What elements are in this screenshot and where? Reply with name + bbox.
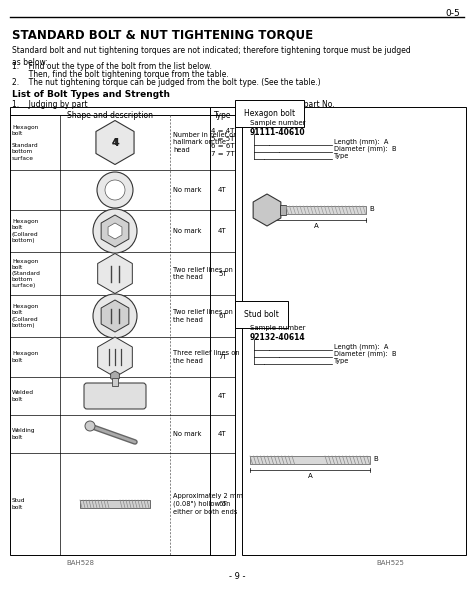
Circle shape — [85, 421, 95, 431]
Text: Three relief lines on
the head: Three relief lines on the head — [173, 350, 240, 364]
Circle shape — [97, 172, 133, 208]
Bar — [286, 206, 366, 214]
Text: BAH528: BAH528 — [66, 560, 94, 566]
Bar — [280, 205, 286, 215]
Polygon shape — [98, 337, 132, 377]
Bar — [112, 378, 118, 386]
Text: Hexagon
bolt
(Standard
bottom
surface): Hexagon bolt (Standard bottom surface) — [12, 259, 41, 289]
Bar — [10, 107, 235, 555]
Polygon shape — [108, 223, 122, 239]
Text: 2.    The nut tightening torque can be judged from the bolt type. (See the table: 2. The nut tightening torque can be judg… — [12, 78, 320, 87]
Text: 91111-40610: 91111-40610 — [250, 128, 306, 137]
Text: Sample number: Sample number — [250, 325, 306, 331]
Text: A: A — [314, 223, 319, 229]
Text: Welded
bolt: Welded bolt — [12, 390, 34, 401]
Polygon shape — [253, 194, 281, 226]
Text: STANDARD BOLT & NUT TIGHTENING TORQUE: STANDARD BOLT & NUT TIGHTENING TORQUE — [12, 28, 313, 41]
Text: Approximately 2 mm
(0.08") hollow on
either or both ends: Approximately 2 mm (0.08") hollow on eit… — [173, 493, 243, 515]
Text: Number in relief or
hallmark on the
head: Number in relief or hallmark on the head — [173, 132, 236, 153]
Text: Sample number: Sample number — [250, 120, 306, 126]
Text: Shape and description: Shape and description — [67, 111, 153, 120]
Text: 6T: 6T — [218, 501, 227, 507]
Polygon shape — [101, 300, 129, 332]
Text: 92132-40614: 92132-40614 — [250, 333, 306, 342]
Text: Standard bolt and nut tightening torques are not indicated; therefore tightening: Standard bolt and nut tightening torques… — [12, 46, 411, 67]
Text: A: A — [308, 473, 312, 479]
Text: Hexagon
bolt

Standard
bottom
surface: Hexagon bolt Standard bottom surface — [12, 124, 38, 160]
Circle shape — [93, 209, 137, 253]
Polygon shape — [98, 254, 132, 293]
Text: Type: Type — [334, 153, 349, 159]
Text: 4: 4 — [112, 138, 118, 147]
Text: Diameter (mm):  B: Diameter (mm): B — [334, 351, 396, 357]
Text: BAH525: BAH525 — [376, 560, 404, 566]
Text: 6T: 6T — [218, 313, 227, 319]
Text: 4 = 4T
5 = 5T
6 = 6T
7 = 7T: 4 = 4T 5 = 5T 6 = 6T 7 = 7T — [210, 128, 234, 157]
Text: No mark: No mark — [173, 228, 201, 234]
Text: No mark: No mark — [173, 187, 201, 193]
Text: 4T: 4T — [218, 187, 227, 193]
Bar — [80, 500, 150, 508]
Text: 5T: 5T — [218, 270, 227, 276]
Text: No mark: No mark — [173, 431, 201, 437]
Text: 2.    Judging by part No.: 2. Judging by part No. — [244, 100, 335, 109]
Text: Hexagon
bolt
(Collared
bottom): Hexagon bolt (Collared bottom) — [12, 304, 38, 328]
Bar — [250, 456, 370, 464]
Text: Type: Type — [214, 111, 231, 120]
Text: 4T: 4T — [218, 228, 227, 234]
Text: Length (mm):  A: Length (mm): A — [334, 344, 388, 350]
Text: - 9 -: - 9 - — [229, 572, 245, 581]
Polygon shape — [110, 371, 119, 381]
Text: 1.    Judging by part: 1. Judging by part — [12, 100, 88, 109]
Text: Two relief lines on
the head: Two relief lines on the head — [173, 309, 233, 323]
Text: Length (mm):  A: Length (mm): A — [334, 138, 388, 145]
Text: Two relief lines on
the head: Two relief lines on the head — [173, 267, 233, 280]
FancyBboxPatch shape — [84, 383, 146, 409]
Text: Type: Type — [334, 358, 349, 364]
Circle shape — [93, 294, 137, 338]
Text: 1.    Find out the type of the bolt from the list below.: 1. Find out the type of the bolt from th… — [12, 62, 212, 71]
Text: Stud bolt: Stud bolt — [244, 310, 279, 319]
Text: 4T: 4T — [218, 431, 227, 437]
Text: 4T: 4T — [218, 393, 227, 399]
Text: Stud
bolt: Stud bolt — [12, 498, 26, 509]
Text: 4: 4 — [111, 137, 119, 148]
Text: List of Bolt Types and Strength: List of Bolt Types and Strength — [12, 90, 170, 99]
Text: Hexagon
bolt: Hexagon bolt — [12, 351, 38, 362]
Text: Then, find the bolt tightening torque from the table.: Then, find the bolt tightening torque fr… — [12, 70, 229, 79]
Text: 0-5: 0-5 — [445, 9, 460, 18]
Text: 7T: 7T — [218, 354, 227, 360]
Circle shape — [105, 180, 125, 200]
Text: B: B — [369, 206, 374, 212]
Text: Hexagon bolt: Hexagon bolt — [244, 109, 295, 118]
Polygon shape — [96, 121, 134, 165]
Bar — [242, 107, 466, 555]
Text: Hexagon
bolt
(Collared
bottom): Hexagon bolt (Collared bottom) — [12, 219, 38, 243]
Text: Diameter (mm):  B: Diameter (mm): B — [334, 146, 396, 152]
Text: Welding
bolt: Welding bolt — [12, 428, 36, 440]
Text: B: B — [373, 456, 378, 462]
Polygon shape — [101, 215, 129, 247]
